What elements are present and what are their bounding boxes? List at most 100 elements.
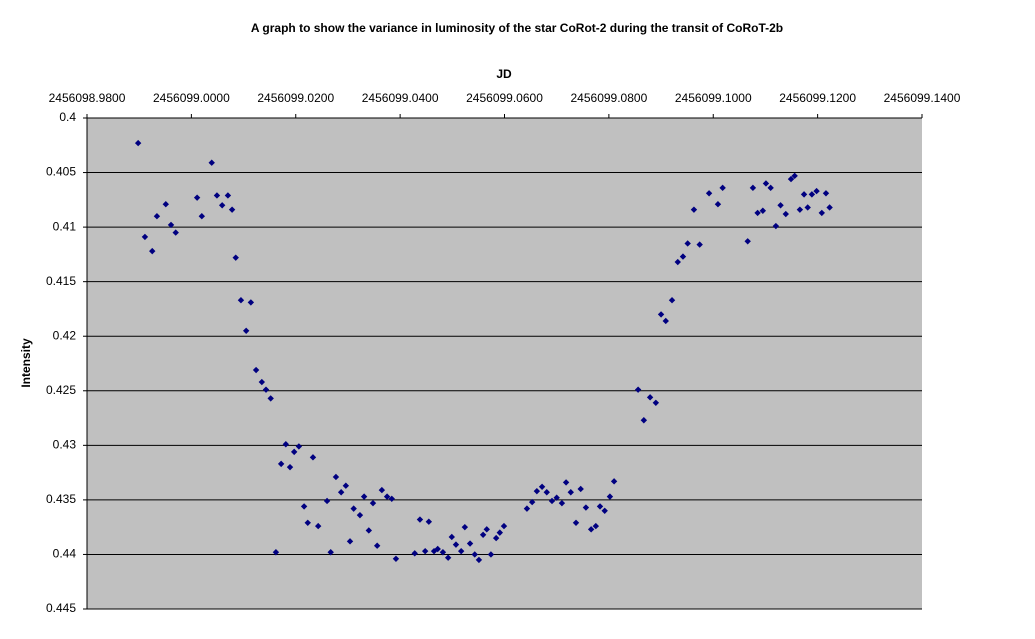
y-tick-label: 0.415 bbox=[46, 274, 76, 288]
data-point bbox=[466, 540, 474, 547]
data-point bbox=[543, 489, 550, 496]
data-point bbox=[346, 538, 354, 545]
data-point bbox=[300, 503, 308, 510]
data-point bbox=[572, 519, 580, 527]
data-point bbox=[500, 522, 508, 530]
data-point bbox=[247, 299, 255, 306]
data-point bbox=[791, 172, 798, 180]
data-point bbox=[421, 547, 429, 555]
data-point bbox=[759, 207, 767, 214]
data-point bbox=[258, 378, 266, 386]
data-point bbox=[640, 417, 648, 424]
data-point bbox=[272, 549, 280, 556]
data-point bbox=[538, 483, 546, 490]
data-point bbox=[749, 184, 757, 192]
data-point bbox=[360, 493, 368, 500]
data-point bbox=[452, 541, 460, 548]
x-tick-label: 2456098.9800 bbox=[49, 91, 126, 105]
x-tick-label: 2456099.1000 bbox=[675, 91, 752, 105]
data-point bbox=[606, 493, 614, 500]
data-point bbox=[634, 386, 642, 393]
data-point bbox=[483, 526, 490, 533]
data-point bbox=[719, 184, 726, 192]
data-point bbox=[323, 497, 331, 505]
data-point bbox=[262, 386, 270, 393]
y-tick-label: 0.445 bbox=[46, 601, 76, 615]
data-point bbox=[167, 221, 175, 229]
data-point bbox=[533, 487, 541, 495]
data-point bbox=[162, 200, 170, 208]
data-point bbox=[461, 523, 469, 531]
data-point bbox=[777, 202, 784, 209]
data-point bbox=[582, 504, 590, 511]
y-tick-label: 0.435 bbox=[46, 492, 76, 506]
data-point bbox=[237, 297, 245, 304]
data-point bbox=[782, 210, 789, 218]
data-point bbox=[332, 473, 340, 481]
data-point bbox=[232, 254, 239, 261]
data-point bbox=[228, 206, 236, 213]
data-point bbox=[496, 529, 504, 536]
data-point bbox=[277, 460, 285, 468]
y-tick-label: 0.41 bbox=[53, 219, 77, 233]
data-point bbox=[416, 516, 424, 523]
y-tick-label: 0.42 bbox=[53, 328, 77, 342]
data-point bbox=[350, 505, 357, 512]
data-point bbox=[662, 317, 669, 325]
data-point bbox=[267, 395, 274, 402]
data-point bbox=[304, 519, 311, 527]
data-point bbox=[434, 545, 441, 553]
data-point bbox=[553, 494, 560, 501]
data-point bbox=[492, 534, 500, 542]
y-tick-label: 0.4 bbox=[59, 110, 76, 124]
data-point bbox=[754, 209, 761, 217]
data-point bbox=[439, 549, 447, 556]
plot-area bbox=[87, 118, 922, 609]
data-point bbox=[800, 191, 808, 198]
data-point bbox=[286, 463, 294, 471]
data-point bbox=[822, 190, 830, 197]
data-point bbox=[548, 497, 556, 505]
data-point bbox=[818, 209, 825, 217]
data-point bbox=[337, 489, 345, 496]
data-point bbox=[562, 479, 570, 486]
data-point bbox=[679, 253, 687, 260]
data-point bbox=[457, 547, 465, 555]
data-point bbox=[444, 554, 452, 561]
x-axis-label: JD bbox=[496, 67, 512, 81]
data-point bbox=[646, 394, 654, 401]
data-point bbox=[668, 297, 676, 304]
data-point bbox=[657, 311, 665, 318]
data-point bbox=[696, 241, 703, 248]
data-point bbox=[153, 213, 161, 220]
y-axis-label: Intensity bbox=[19, 338, 33, 388]
data-point bbox=[327, 549, 334, 556]
data-point bbox=[356, 511, 364, 519]
data-point bbox=[373, 542, 381, 549]
data-point bbox=[149, 247, 156, 255]
data-point bbox=[705, 190, 713, 197]
data-point bbox=[252, 366, 260, 374]
data-point bbox=[295, 443, 303, 450]
data-point bbox=[193, 194, 201, 201]
y-tick-label: 0.44 bbox=[53, 547, 77, 561]
data-point bbox=[213, 192, 221, 199]
data-point bbox=[369, 499, 377, 507]
data-point bbox=[172, 229, 179, 236]
x-tick-label: 2456099.0800 bbox=[571, 91, 648, 105]
y-tick-label: 0.43 bbox=[53, 438, 77, 452]
x-tick-label: 2456099.0200 bbox=[257, 91, 334, 105]
chart-title: A graph to show the variance in luminosi… bbox=[251, 21, 783, 35]
data-point bbox=[208, 159, 215, 166]
data-point bbox=[714, 200, 722, 208]
data-point bbox=[813, 187, 820, 195]
data-point bbox=[309, 454, 317, 461]
data-point bbox=[388, 495, 395, 502]
data-point bbox=[448, 533, 455, 541]
data-point bbox=[762, 180, 770, 187]
y-tick-label: 0.405 bbox=[46, 165, 76, 179]
x-tick-label: 2456099.1200 bbox=[779, 91, 856, 105]
data-point bbox=[596, 503, 604, 510]
data-point bbox=[796, 206, 804, 213]
